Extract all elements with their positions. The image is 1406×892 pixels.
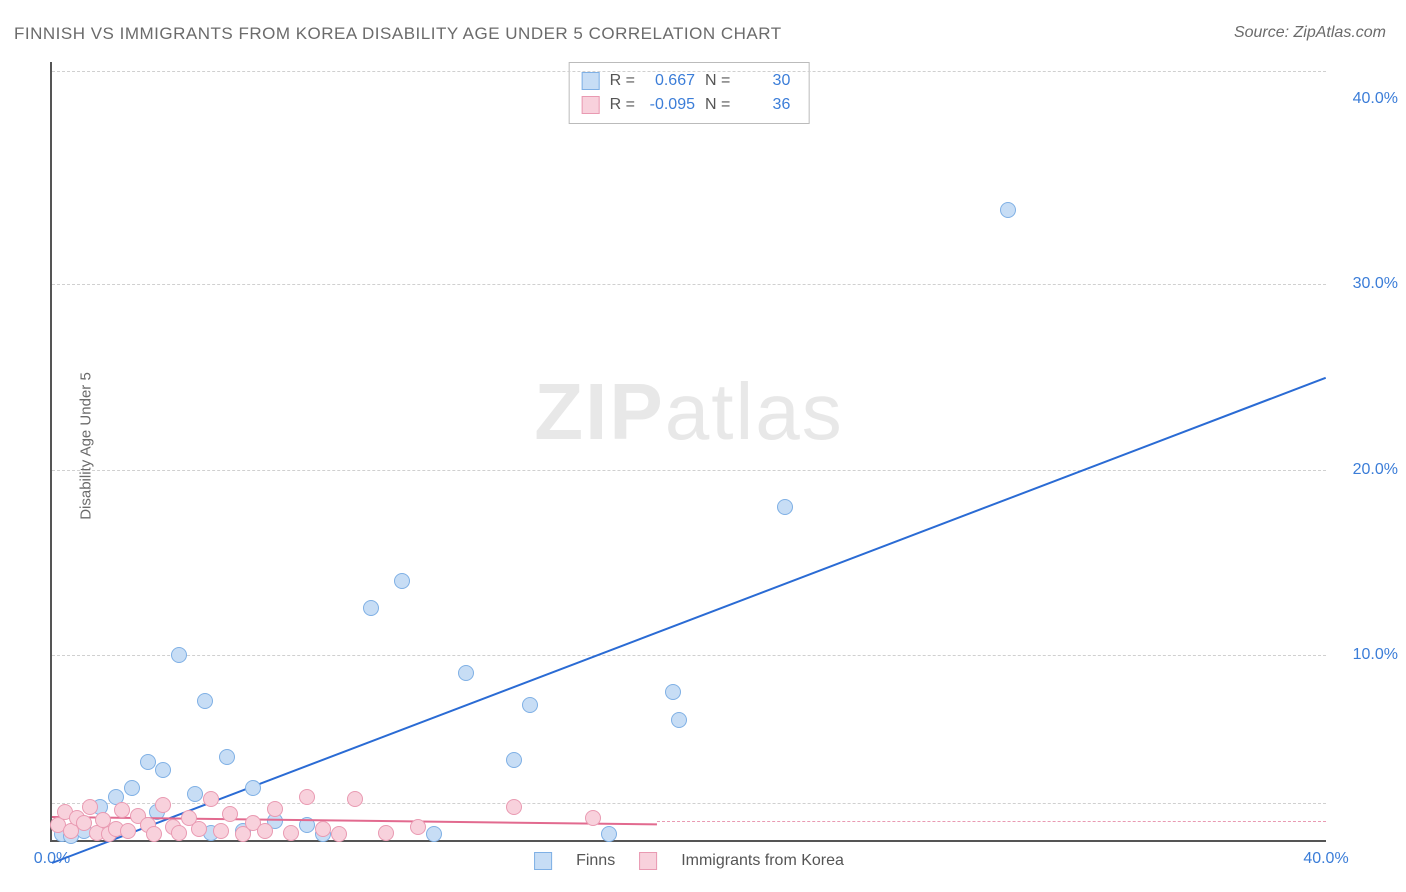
- data-point: [585, 810, 601, 826]
- stat-r-value: -0.095: [645, 93, 695, 117]
- data-point: [522, 697, 538, 713]
- data-point: [114, 802, 130, 818]
- data-point: [315, 821, 331, 837]
- data-point: [191, 821, 207, 837]
- data-point: [777, 499, 793, 515]
- data-point: [506, 799, 522, 815]
- data-point: [155, 762, 171, 778]
- stat-r-label: R =: [610, 93, 635, 117]
- source-label: Source: ZipAtlas.com: [1234, 24, 1386, 42]
- legend-swatch-korea: [639, 852, 657, 870]
- chart-title: FINNISH VS IMMIGRANTS FROM KOREA DISABIL…: [14, 24, 782, 44]
- data-point: [187, 786, 203, 802]
- stat-r-value: 0.667: [645, 69, 695, 93]
- data-point: [671, 712, 687, 728]
- stat-n-value: 36: [740, 93, 790, 117]
- data-point: [665, 684, 681, 700]
- trend-dashed-extension: [657, 821, 1326, 822]
- stats-row: R = -0.095 N = 36: [582, 93, 791, 117]
- gridline: [52, 284, 1326, 285]
- data-point: [267, 801, 283, 817]
- data-point: [171, 825, 187, 841]
- y-tick-label: 30.0%: [1353, 275, 1398, 293]
- stat-n-value: 30: [740, 69, 790, 93]
- gridline: [52, 803, 1326, 804]
- data-point: [213, 823, 229, 839]
- legend-swatch-finns: [534, 852, 552, 870]
- gridline: [52, 71, 1326, 72]
- data-point: [203, 791, 219, 807]
- data-point: [222, 806, 238, 822]
- data-point: [506, 752, 522, 768]
- watermark: ZIPatlas: [534, 366, 843, 458]
- data-point: [219, 749, 235, 765]
- data-point: [378, 825, 394, 841]
- data-point: [245, 780, 261, 796]
- data-point: [124, 780, 140, 796]
- data-point: [601, 826, 617, 842]
- stat-r-label: R =: [610, 69, 635, 93]
- plot-area: ZIPatlas R = 0.667 N = 30 R = -0.095 N =…: [50, 62, 1326, 842]
- y-tick-label: 20.0%: [1353, 461, 1398, 479]
- data-point: [331, 826, 347, 842]
- x-tick-label: 40.0%: [1303, 850, 1348, 868]
- data-point: [299, 789, 315, 805]
- y-tick-label: 10.0%: [1353, 646, 1398, 664]
- data-point: [146, 826, 162, 842]
- chart-container: FINNISH VS IMMIGRANTS FROM KOREA DISABIL…: [0, 0, 1406, 892]
- trend-line: [52, 377, 1327, 864]
- data-point: [347, 791, 363, 807]
- data-point: [140, 754, 156, 770]
- legend-label: Finns: [576, 852, 615, 870]
- data-point: [155, 797, 171, 813]
- legend-label: Immigrants from Korea: [681, 852, 844, 870]
- data-point: [171, 647, 187, 663]
- data-point: [458, 665, 474, 681]
- data-point: [283, 825, 299, 841]
- gridline: [52, 470, 1326, 471]
- bottom-legend: Finns Immigrants from Korea: [534, 852, 844, 870]
- swatch-korea: [582, 96, 600, 114]
- data-point: [82, 799, 98, 815]
- data-point: [363, 600, 379, 616]
- stat-n-label: N =: [705, 69, 730, 93]
- data-point: [1000, 202, 1016, 218]
- data-point: [257, 823, 273, 839]
- y-tick-label: 40.0%: [1353, 90, 1398, 108]
- data-point: [426, 826, 442, 842]
- data-point: [120, 823, 136, 839]
- data-point: [394, 573, 410, 589]
- gridline: [52, 655, 1326, 656]
- data-point: [410, 819, 426, 835]
- swatch-finns: [582, 72, 600, 90]
- stats-row: R = 0.667 N = 30: [582, 69, 791, 93]
- data-point: [197, 693, 213, 709]
- stat-n-label: N =: [705, 93, 730, 117]
